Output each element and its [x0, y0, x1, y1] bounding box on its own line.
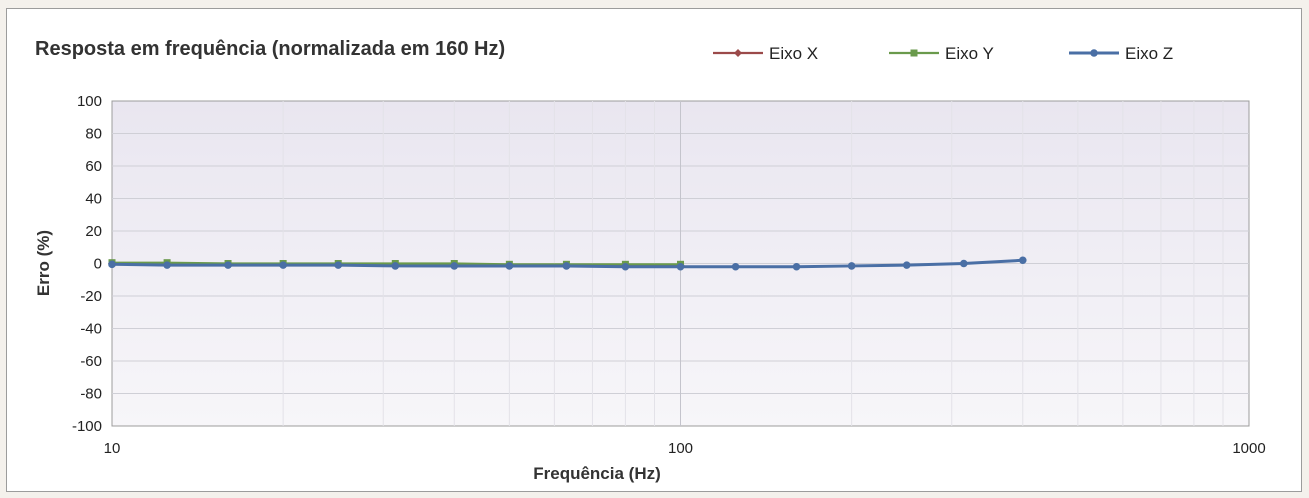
- chart-title: Resposta em frequência (normalizada em 1…: [35, 38, 505, 60]
- x-axis-title: Frequência (Hz): [533, 464, 661, 483]
- y-tick-label: -20: [80, 288, 102, 305]
- y-tick-label: -60: [80, 353, 102, 370]
- y-tick-label: 60: [85, 158, 102, 175]
- legend-label-eixo-x: Eixo X: [769, 44, 818, 63]
- y-tick-label: -100: [72, 418, 102, 435]
- data-point-eixo-z: [450, 262, 459, 270]
- data-point-eixo-z: [163, 261, 171, 269]
- data-point-eixo-z: [224, 261, 232, 269]
- x-tick-label: 10: [104, 440, 121, 457]
- legend-marker-eixo-x: [734, 49, 742, 57]
- chart-svg: Resposta em frequência (normalizada em 1…: [34, 38, 1266, 483]
- data-point-eixo-z: [902, 261, 911, 269]
- legend-marker-eixo-y: [910, 49, 918, 57]
- series-layer: [108, 256, 1027, 271]
- y-tick-label: -80: [80, 386, 102, 403]
- data-point-eixo-z: [792, 262, 801, 271]
- y-tick-label: 20: [85, 223, 102, 240]
- x-tick-label: 100: [668, 440, 693, 457]
- data-point-eixo-z: [731, 262, 740, 271]
- legend-marker-eixo-z: [1090, 49, 1098, 57]
- y-tick-label: 80: [85, 126, 102, 143]
- y-tick-label: 0: [94, 256, 102, 273]
- legend-label-eixo-y: Eixo Y: [945, 44, 994, 63]
- y-axis-title: Erro (%): [34, 230, 53, 296]
- data-point-eixo-z: [391, 262, 400, 270]
- data-point-eixo-z: [334, 261, 343, 269]
- data-point-eixo-z: [847, 262, 856, 270]
- legend: Eixo X Eixo Y Eixo Z: [713, 44, 1173, 63]
- y-tick-label: 100: [77, 93, 102, 110]
- data-point-eixo-z: [676, 262, 685, 271]
- data-point-eixo-z: [621, 262, 630, 271]
- legend-item-eixo-x: Eixo X: [713, 44, 818, 63]
- y-tick-label: -40: [80, 321, 102, 338]
- tick-labels: -100 -80 -60 -40 -20 0 20 40 60 80 100 10 100 1000: [72, 93, 1266, 457]
- legend-item-eixo-y: Eixo Y: [889, 44, 994, 63]
- legend-item-eixo-z: Eixo Z: [1069, 44, 1173, 63]
- data-point-eixo-z: [959, 259, 968, 268]
- x-tick-label: 1000: [1232, 440, 1265, 457]
- chart-frame: Resposta em frequência (normalizada em 1…: [6, 8, 1302, 492]
- legend-label-eixo-z: Eixo Z: [1125, 44, 1173, 63]
- y-tick-label: 40: [85, 191, 102, 208]
- data-point-eixo-z: [279, 261, 287, 269]
- data-point-eixo-z: [562, 262, 571, 270]
- series-eixo-z: [108, 256, 1027, 271]
- data-point-eixo-z: [1018, 256, 1027, 265]
- data-point-eixo-z: [505, 262, 514, 270]
- data-point-eixo-z: [108, 260, 116, 269]
